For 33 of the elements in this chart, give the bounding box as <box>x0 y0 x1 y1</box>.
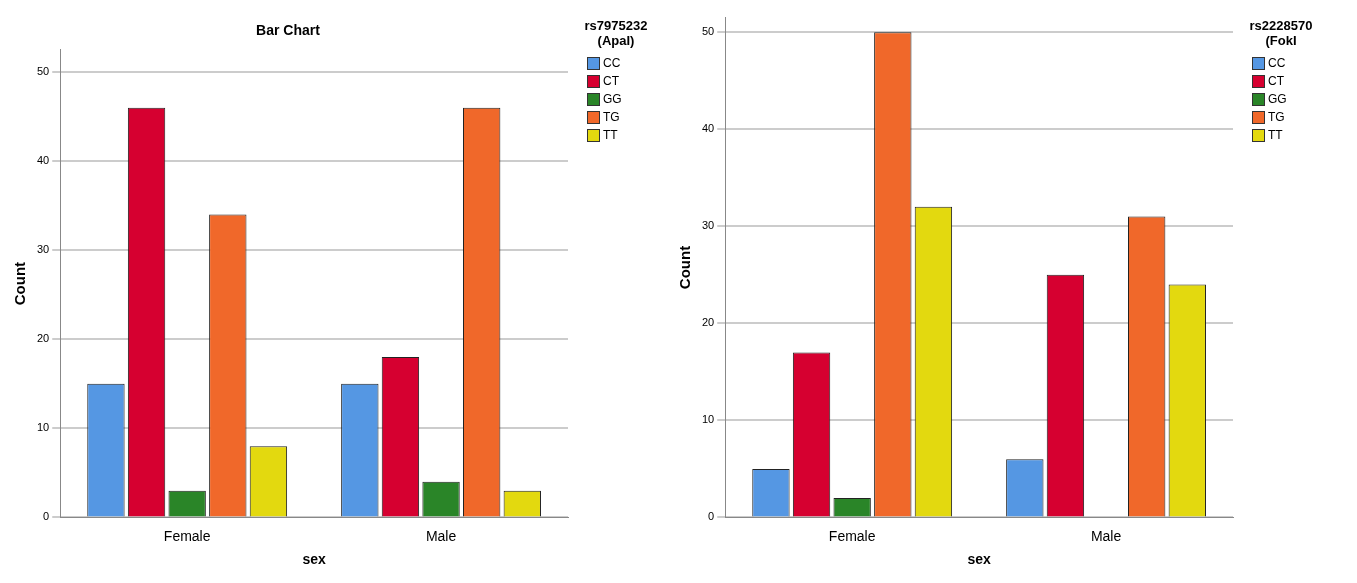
y-tick-label: 0 <box>43 510 50 523</box>
legend-label: CT <box>1268 74 1284 88</box>
y-tick-label: 0 <box>708 510 715 523</box>
y-tick-label: 40 <box>701 122 715 135</box>
y-tick-label: 10 <box>701 413 715 426</box>
legend-title: rs7975232 (ApaI) <box>583 18 649 48</box>
legend-label: GG <box>1268 92 1287 106</box>
x-tick-label: Female <box>828 527 876 544</box>
y-tick-label: 30 <box>36 243 50 256</box>
legend-label: TT <box>1268 128 1283 142</box>
y-tick-label: 20 <box>701 316 715 329</box>
legend-title: rs2228570 (FokI <box>1248 18 1314 48</box>
legend-label: TT <box>603 128 618 142</box>
legend-label: CT <box>603 74 619 88</box>
legend-label: TG <box>1268 110 1285 124</box>
x-axis-title: sex <box>967 551 992 568</box>
legend-label: TG <box>603 110 620 124</box>
legend-label: GG <box>603 92 622 106</box>
y-axis-title: Count <box>11 261 29 306</box>
y-tick-label: 50 <box>36 65 50 78</box>
legend-label: CC <box>603 56 621 70</box>
y-tick-label: 10 <box>36 421 50 434</box>
legend-label: CC <box>1268 56 1286 70</box>
y-tick-label: 20 <box>36 332 50 345</box>
x-tick-label: Male <box>425 527 457 544</box>
y-tick-label: 30 <box>701 219 715 232</box>
x-axis-title: sex <box>302 551 327 568</box>
chart-title: Bar Chart <box>256 22 321 39</box>
x-tick-label: Male <box>1090 527 1122 544</box>
y-axis-title: Count <box>676 245 694 290</box>
y-tick-label: 40 <box>36 154 50 167</box>
y-tick-label: 50 <box>701 25 715 38</box>
x-tick-label: Female <box>163 527 211 544</box>
